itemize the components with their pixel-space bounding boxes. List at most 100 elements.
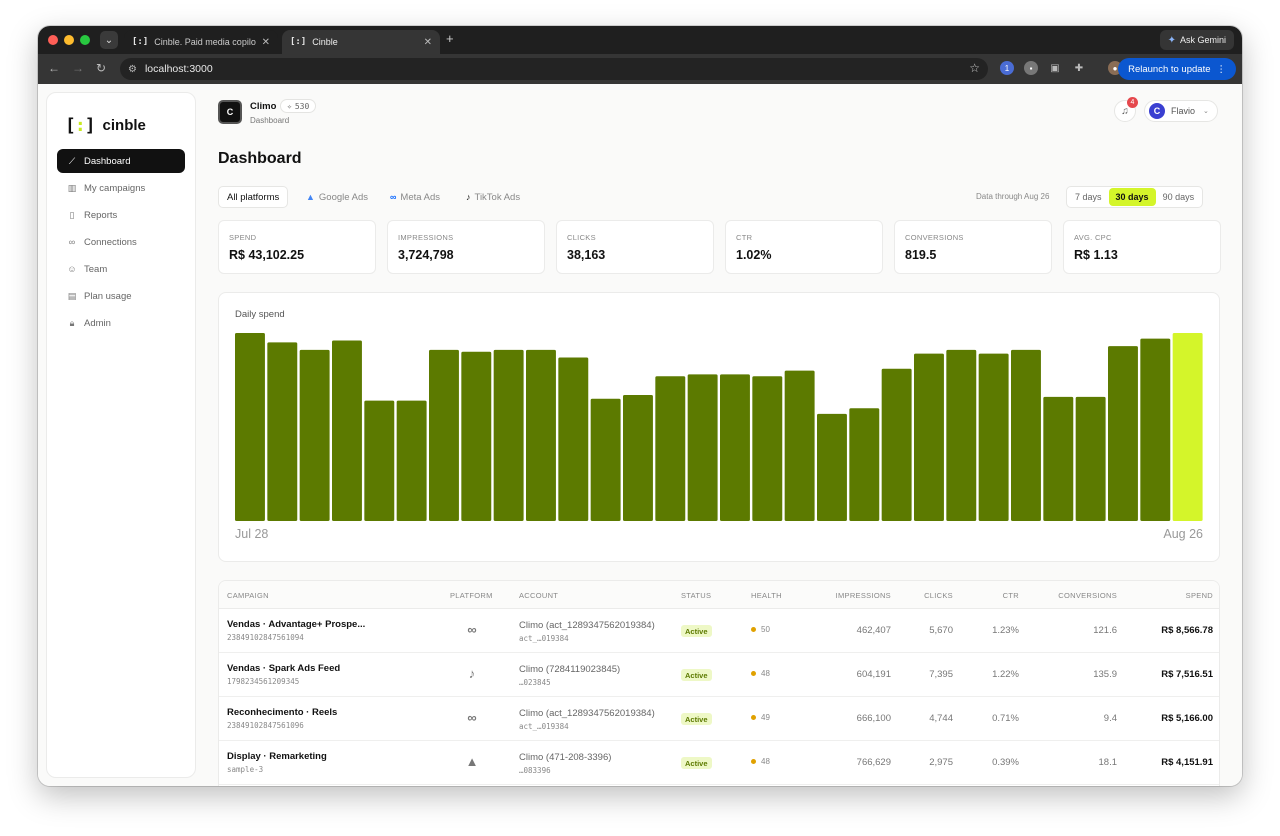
puzzle-extensions-icon[interactable]: ✚ [1074,62,1084,74]
spend-bar[interactable] [558,357,589,521]
extension-icon[interactable]: ▪ [1024,61,1038,75]
spend-bar[interactable] [299,349,330,521]
sidebar-item-dashboard[interactable]: ⟋ Dashboard [57,149,185,173]
campaign-name[interactable]: Vendas · Spark Ads Feed [227,663,341,674]
back-arrow-icon[interactable]: ← [48,61,60,75]
spend-bar[interactable] [623,395,653,521]
lock-icon: 🔒︎ [69,317,75,328]
ask-gemini-button[interactable]: ✦ Ask Gemini [1159,30,1234,50]
close-tab-icon[interactable]: ✕ [423,36,432,48]
spend-bar[interactable] [655,376,686,521]
range-7-days-button[interactable]: 7 days [1075,192,1102,202]
spend-bar[interactable] [235,333,265,521]
spend-bar[interactable] [817,413,847,521]
sidebar-item-team[interactable]: ☺ Team [57,257,185,281]
sidebar-item-my-campaigns[interactable]: ▥ My campaigns [57,176,185,200]
new-tab-button[interactable]: + [446,31,454,46]
table-row[interactable]: Display · Remarketing sample-3 ▲ Climo (… [219,741,1219,785]
spend-bar[interactable] [332,340,362,521]
forward-arrow-icon[interactable]: → [72,61,84,75]
sidebar-item-connections[interactable]: ∞ Connections [57,230,185,254]
notifications-button[interactable]: ♫ 4 [1114,97,1138,122]
table-row[interactable]: Reconhecimento · Reels 23849102847561096… [219,697,1219,741]
meta-icon: ∞ [390,192,397,202]
spend-bar[interactable] [914,353,944,521]
spend-bar[interactable] [752,376,783,521]
account-id: …083396 [519,766,551,775]
spend-bar[interactable] [1172,333,1203,521]
clicks-value: 2,975 [929,757,953,768]
spend-bar[interactable] [1075,396,1106,521]
spend-bar[interactable] [590,398,621,521]
browser-tab-1[interactable]: [:] Cinble. Paid media copilot for ✕ [124,30,278,54]
campaign-name[interactable]: Vendas · Advantage+ Prospe... [227,619,366,630]
campaign-name[interactable]: Reconhecimento · Reels [227,707,338,718]
spend-bar[interactable] [267,342,298,521]
spend-bar[interactable] [1140,338,1171,521]
site-settings-icon[interactable]: ⚙ [128,63,137,75]
column-header-spend[interactable]: SPEND [1185,591,1213,600]
column-header-clicks[interactable]: CLICKS [924,591,953,600]
password-manager-extension-icon[interactable]: 1 [1000,61,1014,75]
table-row[interactable]: Vendas · Advantage+ Prospe... 2384910284… [219,609,1219,653]
spend-bar[interactable] [493,349,524,521]
account-name: Climo (471-208-3396) [519,752,612,763]
spend-bar[interactable] [946,349,977,521]
platform-filter-google-ads[interactable]: ▲ Google Ads [298,186,376,208]
spend-bar[interactable] [1043,396,1074,521]
spend-bar[interactable] [396,400,427,521]
campaign-name[interactable]: Display · Remarketing [227,751,327,762]
close-window-button[interactable] [48,35,58,45]
browser-tab-2[interactable]: [:] Cinble ✕ [282,30,440,54]
close-tab-icon[interactable]: ✕ [261,36,270,48]
platform-filter-meta-ads[interactable]: ∞ Meta Ads [382,186,448,208]
column-header-account[interactable]: ACCOUNT [519,591,559,600]
range-90-days-button[interactable]: 90 days [1162,192,1195,202]
sidebar-item-plan-usage[interactable]: ▤ Plan usage [57,284,185,308]
sidebar-item-admin[interactable]: 🔒︎ Admin [57,311,185,335]
url-text: localhost:3000 [144,63,213,75]
sidebar-item-reports[interactable]: ▯ Reports [57,203,185,227]
bookmark-star-icon[interactable]: ☆ [969,61,980,75]
relaunch-to-update-button[interactable]: Relaunch to update ⋮ [1118,58,1236,80]
spend-value: R$ 4,151.91 [1161,757,1213,768]
spend-bar[interactable] [429,349,459,521]
spend-bar[interactable] [881,368,912,521]
favicon-icon: [:] [132,37,149,47]
user-name: Flavio [1171,106,1196,116]
screenshot-extension-icon[interactable]: ▣ [1050,62,1060,74]
spend-bar[interactable] [1108,346,1138,521]
minimize-window-button[interactable] [64,35,74,45]
spend-bar[interactable] [461,351,492,521]
reload-icon[interactable]: ↻ [96,61,107,75]
column-header-ctr[interactable]: CTR [1002,591,1019,600]
column-header-impressions[interactable]: IMPRESSIONS [835,591,891,600]
table-row[interactable]: Vendas · Spark Ads Feed 1798234561209345… [219,653,1219,697]
address-bar[interactable]: ⚙ localhost:3000 ☆ [120,58,988,80]
column-header-campaign[interactable]: CAMPAIGN [227,591,269,600]
spend-bar[interactable] [526,349,556,521]
spend-bar[interactable] [720,374,750,521]
cinble-logo[interactable]: [:] cinble [65,115,146,136]
spend-bar[interactable] [687,374,718,521]
spend-bar[interactable] [978,353,1009,521]
column-header-status[interactable]: STATUS [681,591,712,600]
maximize-window-button[interactable] [80,35,90,45]
platform-filter-all[interactable]: All platforms [218,186,289,208]
spend-bar[interactable] [849,408,880,521]
column-header-health[interactable]: HEALTH [751,591,782,600]
column-header-platform[interactable]: PLATFORM [450,591,493,600]
status-badge: Active [681,625,712,637]
workspace-name[interactable]: Climo [250,101,277,112]
tab-search-button[interactable]: ⌄ [100,31,118,49]
spend-bar[interactable] [1011,349,1041,521]
column-header-conversions[interactable]: CONVERSIONS [1058,591,1117,600]
spend-value: R$ 8,566.78 [1161,625,1213,636]
spend-bar[interactable] [784,370,815,521]
health-dot-icon [751,627,756,632]
spend-bar[interactable] [364,400,395,521]
user-menu-button[interactable]: C Flavio ⌄ [1144,100,1218,122]
range-30-days-button[interactable]: 30 days [1108,188,1156,206]
workspace-avatar[interactable]: C [218,100,242,124]
platform-filter-tiktok-ads[interactable]: ♪ TikTok Ads [458,186,528,208]
